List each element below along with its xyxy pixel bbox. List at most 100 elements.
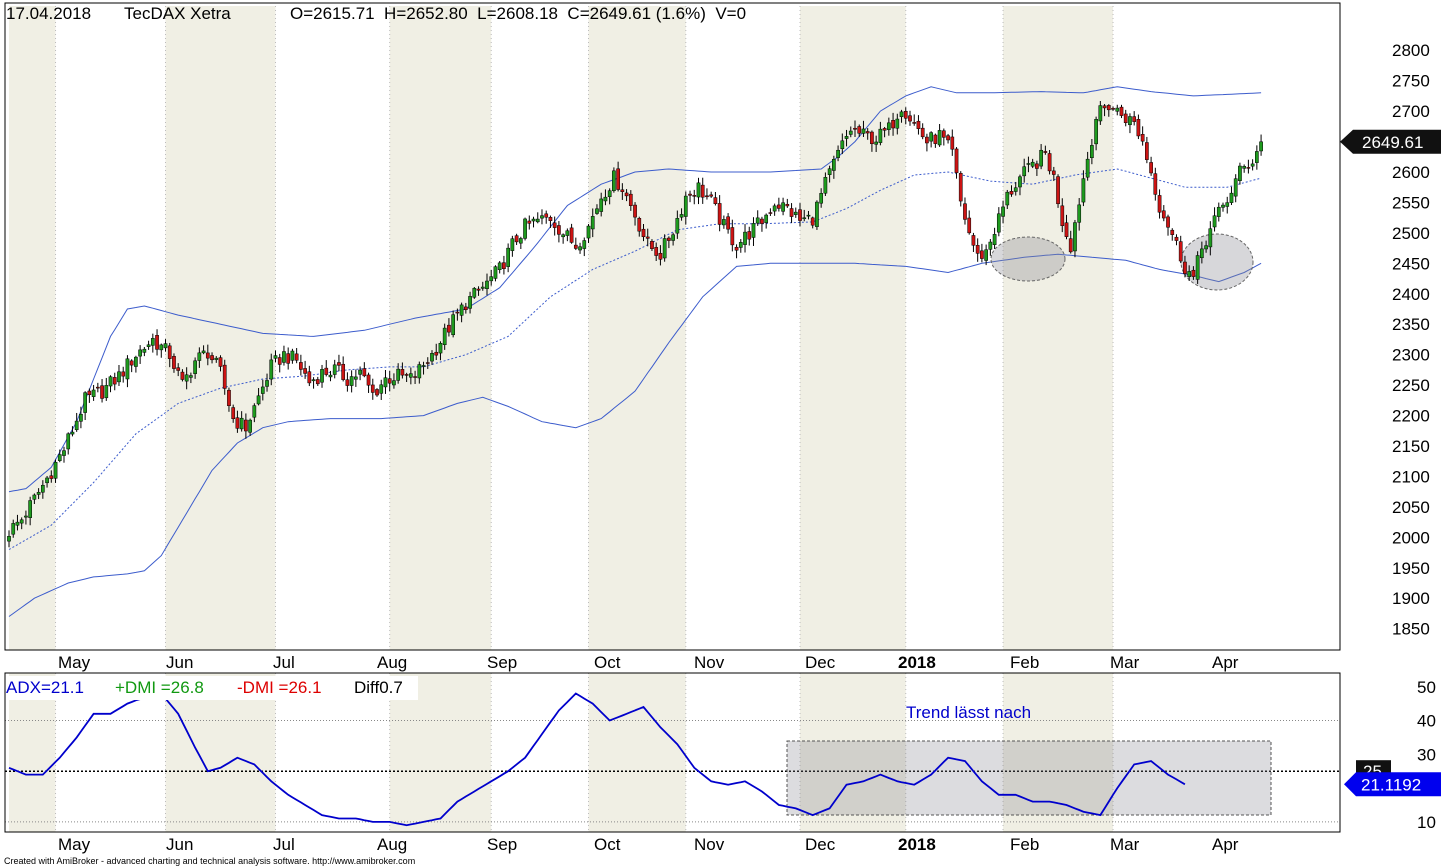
candle-body [95,386,100,389]
candle-body [409,373,413,378]
candle [493,265,498,282]
candle-body [459,304,464,316]
candle [603,189,608,206]
candle-body [1090,145,1094,159]
candle-body [798,209,802,221]
candle [641,223,646,242]
candle-body [1221,204,1225,208]
candle [455,308,460,321]
candle-body [941,130,946,138]
candle [755,210,760,226]
candle [996,207,1001,237]
candle [891,112,895,136]
adx-tick-label: 10 [1417,813,1436,832]
candle [1225,196,1230,214]
month-label-adx: Nov [694,835,725,854]
candle-body [1216,206,1221,217]
candle [125,355,130,388]
month-label-adx: Jul [273,835,295,854]
candle [303,360,307,379]
candle-body [751,223,756,238]
candle [1043,145,1048,155]
candle [1060,198,1065,233]
candle-body [1060,205,1065,226]
candle-body [1043,151,1048,153]
candle-body [150,338,155,346]
candle [362,362,367,378]
candle-body [1111,108,1115,110]
candle [954,147,959,179]
candle [468,291,472,314]
price-tick-label: 1850 [1392,620,1430,639]
candle-body [1064,222,1069,237]
candle [523,217,527,241]
candle [1111,106,1115,111]
candle [1064,214,1069,240]
candle-body [62,450,66,456]
candle-body [370,384,375,393]
candle-body [700,184,705,198]
price-tick-label: 2450 [1392,254,1430,273]
candle-body [895,118,900,129]
candle [578,242,582,254]
candle [167,342,172,368]
candle [777,197,781,212]
candle [705,188,709,200]
candle-body [163,343,168,349]
candle [476,286,481,296]
candle [269,353,274,386]
candle-body [1149,162,1153,174]
month-label-adx: Oct [594,835,621,854]
candle [764,213,769,229]
candle [772,203,777,216]
candle-body [1166,216,1170,228]
candle-body [502,262,506,269]
candle-body [768,212,773,214]
candle [832,155,836,179]
header-date: 17.04.2018 [6,4,91,23]
candle [180,369,185,382]
candle [654,242,659,262]
candle-body [637,218,642,232]
candle-body [489,276,494,282]
candle-body [497,262,502,270]
candle-body [823,177,828,194]
candle-body [1212,215,1217,228]
candle [1255,145,1259,170]
candle [159,343,164,358]
candle-body [324,367,329,375]
candle-body [1183,261,1187,274]
candle [1005,189,1010,209]
candle-body [861,128,866,134]
candle-body [172,356,176,369]
month-shade-band [165,6,276,650]
highlight-ellipse-feb [990,236,1066,282]
candle [112,372,117,391]
candle-body [827,168,832,175]
trend-highlight-box [786,740,1272,816]
candle [1132,111,1137,126]
candle-body [184,374,189,382]
candle-body [1119,106,1124,116]
candle [941,128,946,146]
candle [895,113,900,135]
candle [1068,230,1073,254]
candle-body [79,413,83,422]
candle-body [421,365,426,367]
candle-body [472,288,477,298]
candle [290,348,295,364]
candle [375,388,379,397]
month-label-adx: Feb [1010,835,1039,854]
candle-body [1200,248,1204,259]
candle [273,350,278,363]
candle-body [535,218,540,223]
candle-body [764,214,769,223]
candle [506,243,510,273]
candle-body [1001,206,1005,217]
candle [819,188,824,208]
candle-body [447,324,451,333]
candle-body [15,521,20,526]
candle [1161,205,1166,222]
candle-body [235,417,240,429]
